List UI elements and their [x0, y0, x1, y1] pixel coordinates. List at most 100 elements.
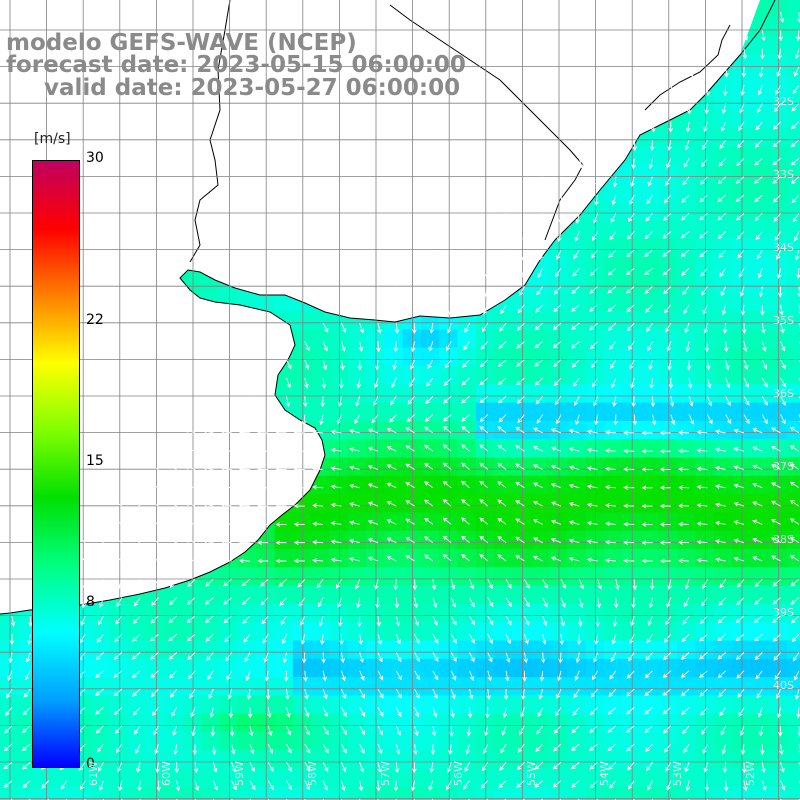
wind-speed-cell: [420, 384, 440, 404]
wind-arrow: [733, 556, 745, 562]
wind-arrow: [148, 537, 159, 544]
wind-arrow: [737, 249, 745, 259]
wind-arrow: [668, 377, 674, 389]
wind-speed-cell: [420, 530, 440, 550]
wind-arrow: [791, 633, 800, 643]
wind-speed-cell: [585, 494, 605, 513]
wind-speed-cell: [695, 256, 715, 276]
wind-arrow: [414, 634, 420, 645]
wind-arrow: [535, 743, 544, 753]
wind-arrow: [517, 743, 525, 753]
wind-arrow: [714, 429, 726, 434]
wind-arrow: [789, 554, 800, 562]
wind-arrow: [770, 555, 781, 562]
wind-arrow: [519, 725, 525, 736]
wind-speed-cell: [695, 109, 715, 129]
wind-speed-cell: [549, 237, 568, 257]
wind-speed-cell: [640, 640, 660, 660]
wind-arrow: [264, 670, 270, 682]
wind-arrow: [662, 249, 672, 257]
wind-speed-cell: [677, 183, 696, 202]
wind-arrow: [131, 670, 141, 678]
wind-speed-cell: [603, 695, 623, 715]
wind-arrow: [479, 535, 489, 544]
wind-speed-cell: [622, 549, 642, 568]
wind-arrow: [754, 578, 763, 588]
wind-arrow: [714, 557, 726, 563]
wind-speed-cell: [713, 420, 733, 440]
wind-speed-cell: [549, 732, 568, 751]
wind-arrow: [322, 341, 328, 352]
wind-arrow: [541, 634, 547, 645]
wind-arrow: [644, 725, 653, 734]
wind-speed-cell: [567, 567, 587, 587]
wind-speed-cell: [347, 420, 367, 440]
wind-arrow: [503, 689, 509, 701]
wind-speed-cell: [768, 219, 788, 239]
wind-arrow: [552, 341, 562, 349]
wind-arrow: [114, 725, 123, 735]
wind-arrow: [505, 213, 511, 224]
wind-arrow: [760, 304, 765, 316]
wind-arrow: [394, 323, 400, 334]
wind-arrow: [249, 414, 255, 426]
wind-arrow: [312, 466, 324, 472]
wind-speed-cell: [384, 732, 404, 751]
wind-speed-cell: [237, 695, 257, 715]
wind-arrow: [265, 689, 271, 701]
wind-arrow: [450, 597, 456, 608]
longitude-label: 52W: [744, 761, 757, 786]
wind-arrow: [469, 579, 475, 590]
wind-speed-cell: [494, 347, 513, 367]
wind-arrow: [776, 268, 782, 279]
wind-arrow: [487, 633, 493, 644]
wind-arrow: [537, 707, 544, 718]
wind-speed-cell: [750, 274, 770, 294]
wind-speed-cell: [786, 0, 800, 19]
wind-speed-cell: [457, 732, 477, 751]
wind-arrow: [571, 359, 580, 368]
wind-arrow: [259, 578, 269, 587]
wind-arrow: [706, 377, 712, 389]
wind-speed-cell: [622, 457, 642, 477]
wind-speed-cell: [768, 146, 788, 166]
wind-arrow: [702, 304, 708, 315]
wind-arrow: [424, 554, 434, 562]
wind-arrow: [501, 725, 507, 736]
wind-arrow: [220, 557, 232, 563]
wind-arrow: [395, 743, 401, 755]
wind-arrow: [225, 652, 232, 662]
wind-speed-cell: [274, 603, 294, 623]
wind-speed-cell: [585, 384, 605, 404]
wind-arrow: [260, 597, 269, 606]
wind-arrow: [297, 579, 306, 588]
wind-speed-cell: [786, 420, 800, 440]
wind-arrow: [341, 707, 347, 718]
wind-speed-cell: [475, 402, 495, 422]
wind-speed-cell: [732, 237, 751, 257]
wind-arrow: [757, 85, 763, 96]
wind-speed-cell: [786, 146, 800, 166]
wind-arrow: [359, 688, 365, 699]
wind-speed-cell: [0, 786, 19, 800]
wind-arrow: [604, 466, 616, 472]
wind-speed-cell: [347, 603, 367, 623]
wind-arrow: [623, 466, 635, 472]
wind-speed-cell: [750, 347, 770, 367]
wind-arrow: [646, 322, 653, 332]
wind-speed-cell: [585, 237, 605, 257]
wind-arrow: [367, 446, 379, 452]
wind-arrow: [733, 428, 745, 434]
wind-speed-cell: [658, 219, 678, 239]
wind-speed-cell: [384, 439, 404, 459]
wind-arrow: [184, 520, 196, 525]
wind-arrow: [794, 48, 800, 60]
wind-speed-cell: [603, 530, 623, 550]
wind-arrow: [699, 176, 708, 185]
wind-arrow: [469, 670, 475, 681]
wind-arrow: [148, 555, 159, 562]
wind-arrow: [152, 579, 159, 589]
wind-speed-cell: [658, 622, 678, 642]
wind-speed-cell: [311, 640, 330, 660]
wind-speed-cell: [347, 695, 367, 715]
